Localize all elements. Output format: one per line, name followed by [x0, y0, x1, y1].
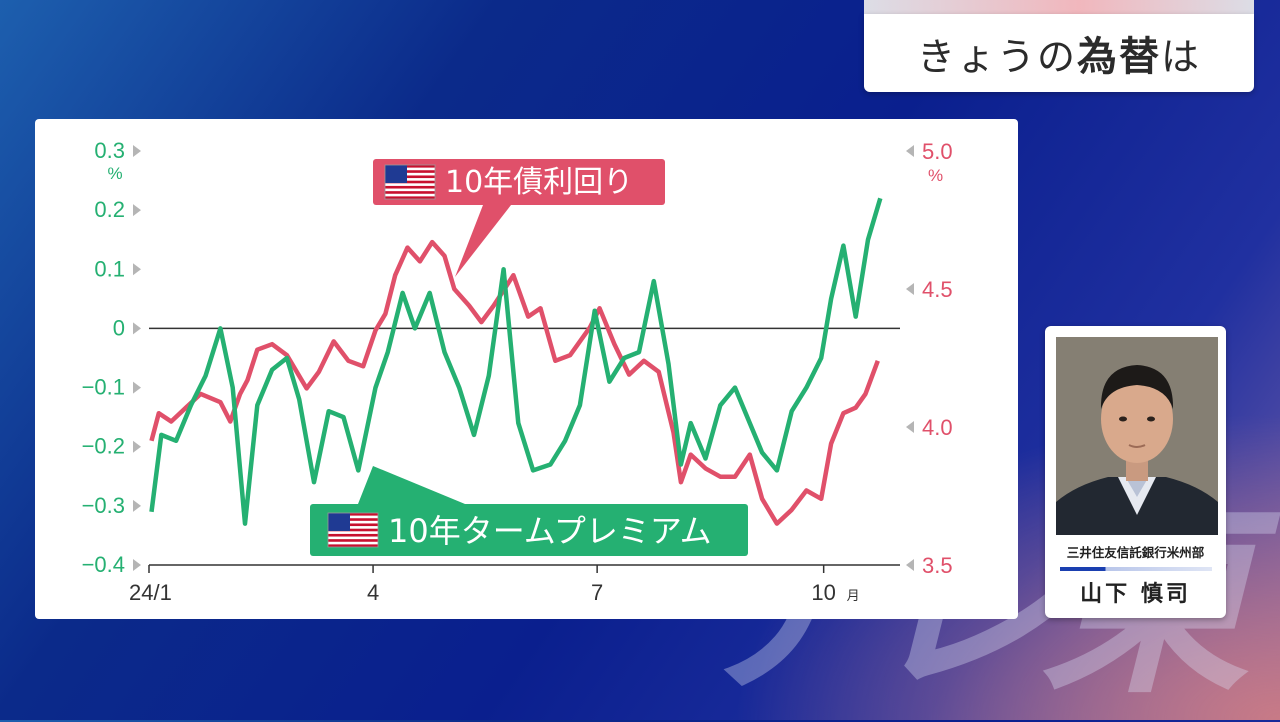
speaker-photo [1056, 337, 1218, 535]
right-tick-label: 5.0 [922, 139, 953, 164]
right-tick-arrow [906, 283, 914, 295]
left-tick-label: 0.1 [94, 256, 125, 281]
left-tick-arrow [133, 381, 141, 394]
left-tick-label: 0.2 [94, 197, 125, 222]
left-tick-label: −0.4 [82, 552, 125, 577]
yield-chart: 0.3% 0.2 0.1 0 −0.1 −0.2 −0.3 −0.4 5.0% 4.5 4.0 3.… [82, 138, 953, 605]
right-tick-label: 4.5 [922, 277, 953, 302]
us-flag-icon [327, 512, 379, 548]
right-tick-label: 4.0 [922, 415, 953, 440]
left-tick-label: −0.2 [82, 434, 125, 459]
x-tick-label: 24/1 [129, 580, 172, 605]
page-title: きょうの 為替は [864, 14, 1254, 92]
series-line-term-premium [149, 197, 883, 526]
title-bold: 為替 [1077, 34, 1161, 80]
speaker-organization: 三井住友信託銀行米州部 [1066, 545, 1205, 560]
left-tick-arrow [133, 145, 141, 157]
speaker-name: 山下 慎司 [1080, 582, 1191, 607]
speaker-card: 三井住友信託銀行米州部 山下 慎司 [1045, 326, 1226, 618]
left-tick-label: −0.3 [82, 493, 125, 518]
term-label-box [310, 504, 748, 556]
right-tick-arrow [906, 421, 914, 433]
term-series-label: 10年タームプレミアム [388, 512, 712, 550]
left-unit-label: % [107, 164, 122, 183]
right-tick-arrow [906, 559, 914, 571]
left-tick-arrow [133, 322, 141, 335]
x-tick-label: 10 [811, 580, 835, 605]
yield-label-pointer [455, 205, 511, 277]
x-month-unit: 月 [847, 588, 860, 603]
left-tick-arrow [133, 499, 141, 512]
title-prefix: きょうの [916, 34, 1077, 79]
left-tick-arrow [133, 263, 141, 276]
title-accent-bar [864, 0, 1254, 14]
term-label-pointer [358, 466, 465, 504]
title-suffix: は [1161, 34, 1202, 79]
right-tick-arrow [906, 145, 914, 157]
x-tick-label: 4 [367, 580, 379, 605]
left-tick-arrow [133, 204, 141, 217]
us-flag-icon [384, 164, 436, 200]
left-tick-arrow [133, 559, 141, 571]
left-tick-arrow [133, 440, 141, 453]
x-tick-label: 7 [591, 580, 603, 605]
left-tick-label: 0.3 [94, 138, 125, 163]
right-unit-label: % [928, 166, 943, 185]
left-tick-label: 0 [113, 315, 125, 340]
yield-series-label: 10年債利回り [445, 165, 633, 200]
speaker-divider [1060, 567, 1212, 571]
yield-label-box [373, 159, 665, 205]
right-tick-label: 3.5 [922, 553, 953, 578]
left-tick-label: −0.1 [82, 375, 125, 400]
chart-panel: 0.3% 0.2 0.1 0 −0.1 −0.2 −0.3 −0.4 5.0% 4.5 4.0 3.… [35, 119, 1018, 619]
